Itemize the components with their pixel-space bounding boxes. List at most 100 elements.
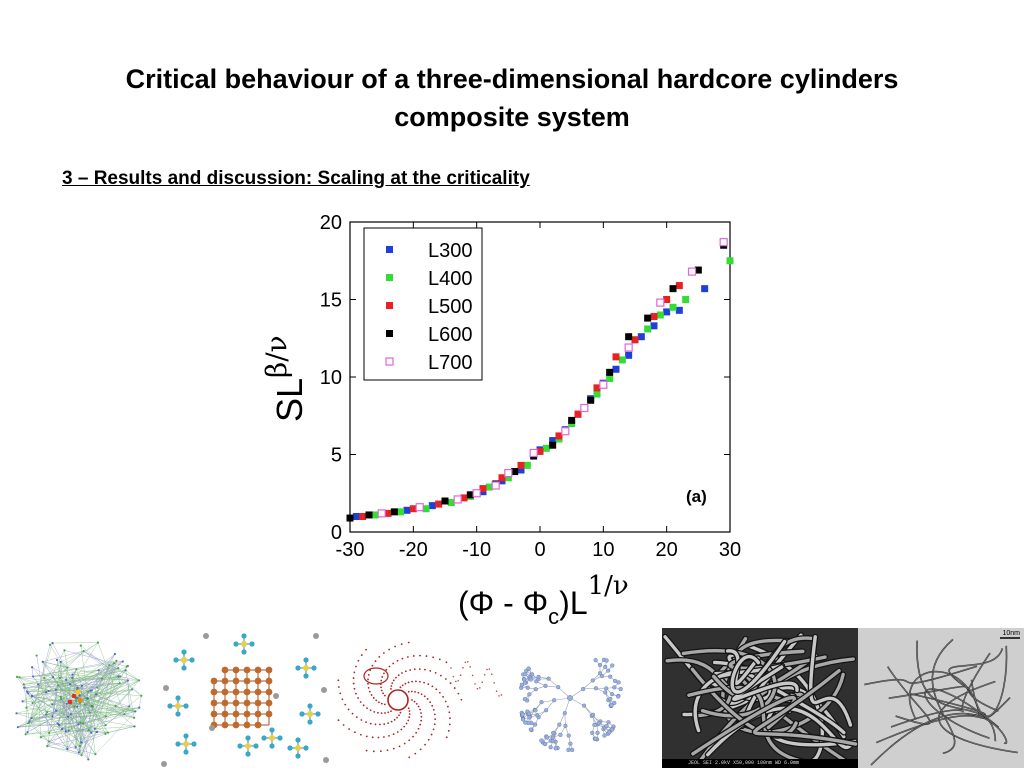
y-tick-label: 5: [331, 445, 342, 467]
spiral-node: [453, 687, 456, 689]
slide-title: Critical behaviour of a three-dimensiona…: [60, 60, 964, 136]
tree-edge: [564, 713, 566, 726]
network-edge: [57, 723, 68, 750]
molecule-node: [233, 641, 239, 647]
molecule-node: [269, 743, 275, 749]
tail-node: [464, 661, 467, 664]
tree-node: [616, 680, 621, 685]
network-edge: [48, 741, 96, 755]
data-points: [346, 238, 734, 522]
network-node: [90, 731, 93, 734]
spiral-node: [365, 721, 367, 724]
spiral-node: [457, 692, 460, 695]
tree-node: [602, 733, 607, 738]
network-edge: [81, 731, 98, 756]
network-edge: [44, 677, 125, 715]
lattice-node: [232, 721, 240, 729]
spiral-node: [377, 711, 379, 714]
spiral-node: [377, 736, 380, 739]
network-node: [77, 751, 80, 754]
spiral-node: [373, 710, 376, 713]
network-edge: [68, 697, 77, 731]
spiral-node: [341, 698, 344, 701]
spiral-node: [383, 672, 385, 675]
tree-node: [528, 727, 533, 732]
lattice-cluster-graph: [161, 633, 329, 767]
network-edge: [17, 680, 128, 728]
spiral-node: [429, 670, 432, 672]
point-l400: [669, 303, 677, 311]
spiral-node: [404, 682, 407, 685]
spiral-node: [438, 658, 441, 661]
network-node: [125, 665, 128, 668]
spiral-node: [414, 752, 417, 755]
point-l300: [612, 365, 620, 373]
spiral-node: [396, 731, 399, 733]
spiral-node: [383, 703, 386, 706]
lattice-node: [254, 666, 262, 674]
network-node: [86, 697, 89, 700]
network-node: [67, 729, 70, 732]
spiral-node: [419, 708, 421, 711]
network-node: [90, 689, 93, 692]
tree-node: [519, 682, 524, 687]
spiral-node: [420, 715, 423, 718]
spiral-node: [407, 690, 410, 693]
network-node: [124, 669, 127, 672]
tube-core: [887, 666, 931, 725]
legend-marker-l500: [386, 302, 393, 309]
tail-node: [481, 681, 483, 684]
spiral-node: [365, 735, 368, 738]
tree-node: [522, 697, 527, 702]
spiral-node: [391, 682, 394, 685]
tree-node: [543, 683, 548, 689]
spiral-node: [357, 659, 360, 662]
network-node: [60, 727, 64, 731]
network-edge: [23, 684, 33, 696]
spiral-node: [403, 742, 406, 745]
network-edge: [79, 695, 116, 707]
network-node: [108, 664, 111, 667]
network-node: [30, 666, 34, 669]
point-l700: [687, 267, 697, 276]
network-edge: [57, 723, 82, 743]
spiral-node: [383, 736, 385, 738]
molecule-node: [191, 741, 197, 747]
network-edge: [118, 676, 120, 684]
x-tick-label: -30: [336, 539, 365, 561]
network-edge: [115, 705, 135, 718]
spiral-node: [365, 749, 368, 752]
spiral-node: [432, 656, 435, 659]
molecule-center-node: [241, 641, 247, 647]
tail-node: [486, 668, 488, 671]
isolated-node: [323, 757, 329, 763]
spiral-node: [420, 719, 423, 722]
network-node: [48, 643, 52, 646]
molecule-center-node: [303, 665, 309, 671]
tube-core: [971, 645, 1007, 717]
point-l500: [479, 485, 487, 493]
network-edge: [44, 642, 99, 679]
figure-dense-network: [0, 628, 152, 768]
point-l300: [637, 333, 645, 341]
spiral-node: [439, 674, 442, 677]
lattice-node: [232, 666, 240, 674]
network-edge: [25, 691, 28, 735]
point-l400: [397, 508, 405, 516]
network-edge: [80, 691, 89, 743]
network-edge: [26, 661, 123, 708]
network-edge: [77, 704, 85, 707]
network-node: [76, 705, 79, 708]
spiral-node: [382, 692, 385, 695]
spiral-node: [339, 692, 342, 695]
spiral-node: [372, 697, 375, 699]
x-axis-label-main: (Φ - Φ: [458, 585, 548, 621]
network-edge: [48, 741, 82, 756]
network-edge: [24, 687, 30, 722]
spiral-node: [413, 668, 416, 671]
point-l500: [384, 509, 392, 517]
network-node: [96, 686, 99, 689]
spiral-node: [353, 731, 356, 734]
spiral-node: [392, 679, 395, 682]
spiral-node: [432, 728, 435, 731]
